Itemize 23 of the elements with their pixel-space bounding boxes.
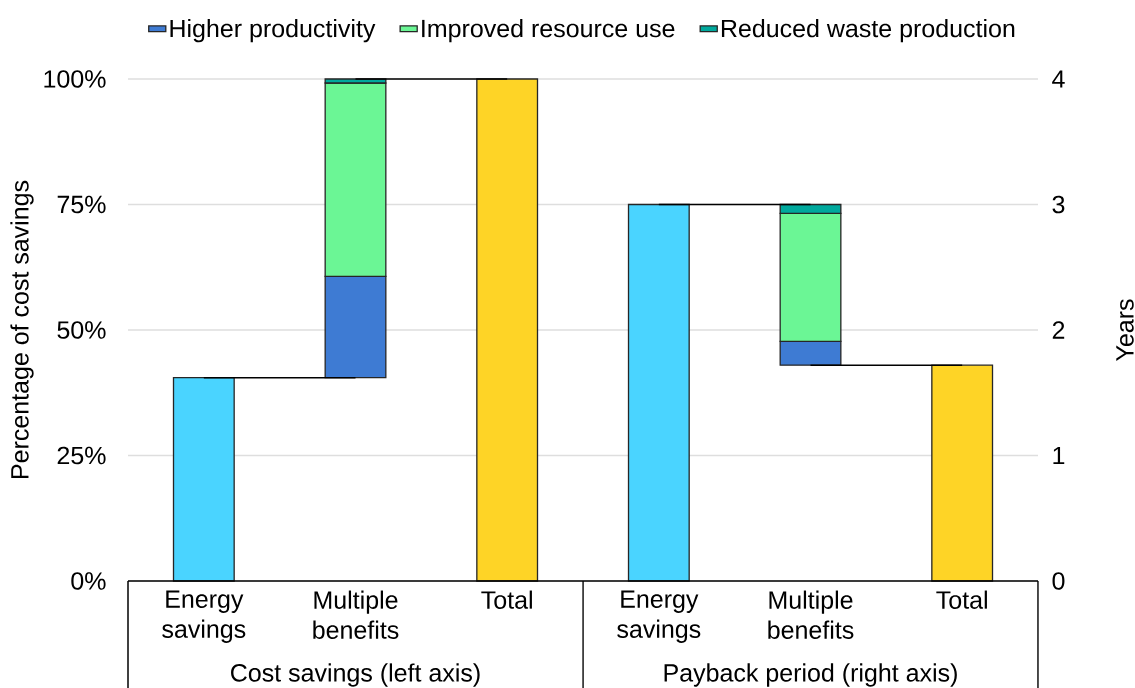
legend-label: Reduced waste production xyxy=(721,18,1015,43)
x-tick-label: Total xyxy=(481,590,532,609)
y2-tick-label: 1 xyxy=(1053,446,1065,465)
y-tick-label: 25% xyxy=(57,446,106,465)
x-tick-label: Multiple benefits xyxy=(313,590,399,639)
x-tick-label: Total xyxy=(936,590,987,609)
y-tick-label: 75% xyxy=(57,195,106,214)
x-tick-label: Multiple benefits xyxy=(768,590,854,639)
y-tick-label: 50% xyxy=(57,321,106,339)
legend-label: Higher productivity xyxy=(170,18,376,43)
y2-tick-label: 3 xyxy=(1052,195,1065,214)
x-tick-label: Energy savings xyxy=(617,590,701,643)
y2-tick-label: 2 xyxy=(1052,321,1065,339)
x-tick-label: Energy savings xyxy=(162,590,246,643)
x-axis-title: Cost savings (left axis) xyxy=(231,663,480,687)
x-axis-title: Payback period (right axis) xyxy=(664,663,957,687)
y2-tick-label: 0 xyxy=(1052,572,1065,590)
y-axis-title: Percentage of cost savings xyxy=(10,180,34,479)
y2-axis-title: Years xyxy=(1116,299,1134,361)
y-tick-label: 100% xyxy=(44,70,106,88)
legend-label: Improved resource use xyxy=(422,18,675,43)
y-tick-label: 0% xyxy=(71,572,106,590)
y2-tick-label: 4 xyxy=(1052,70,1065,88)
